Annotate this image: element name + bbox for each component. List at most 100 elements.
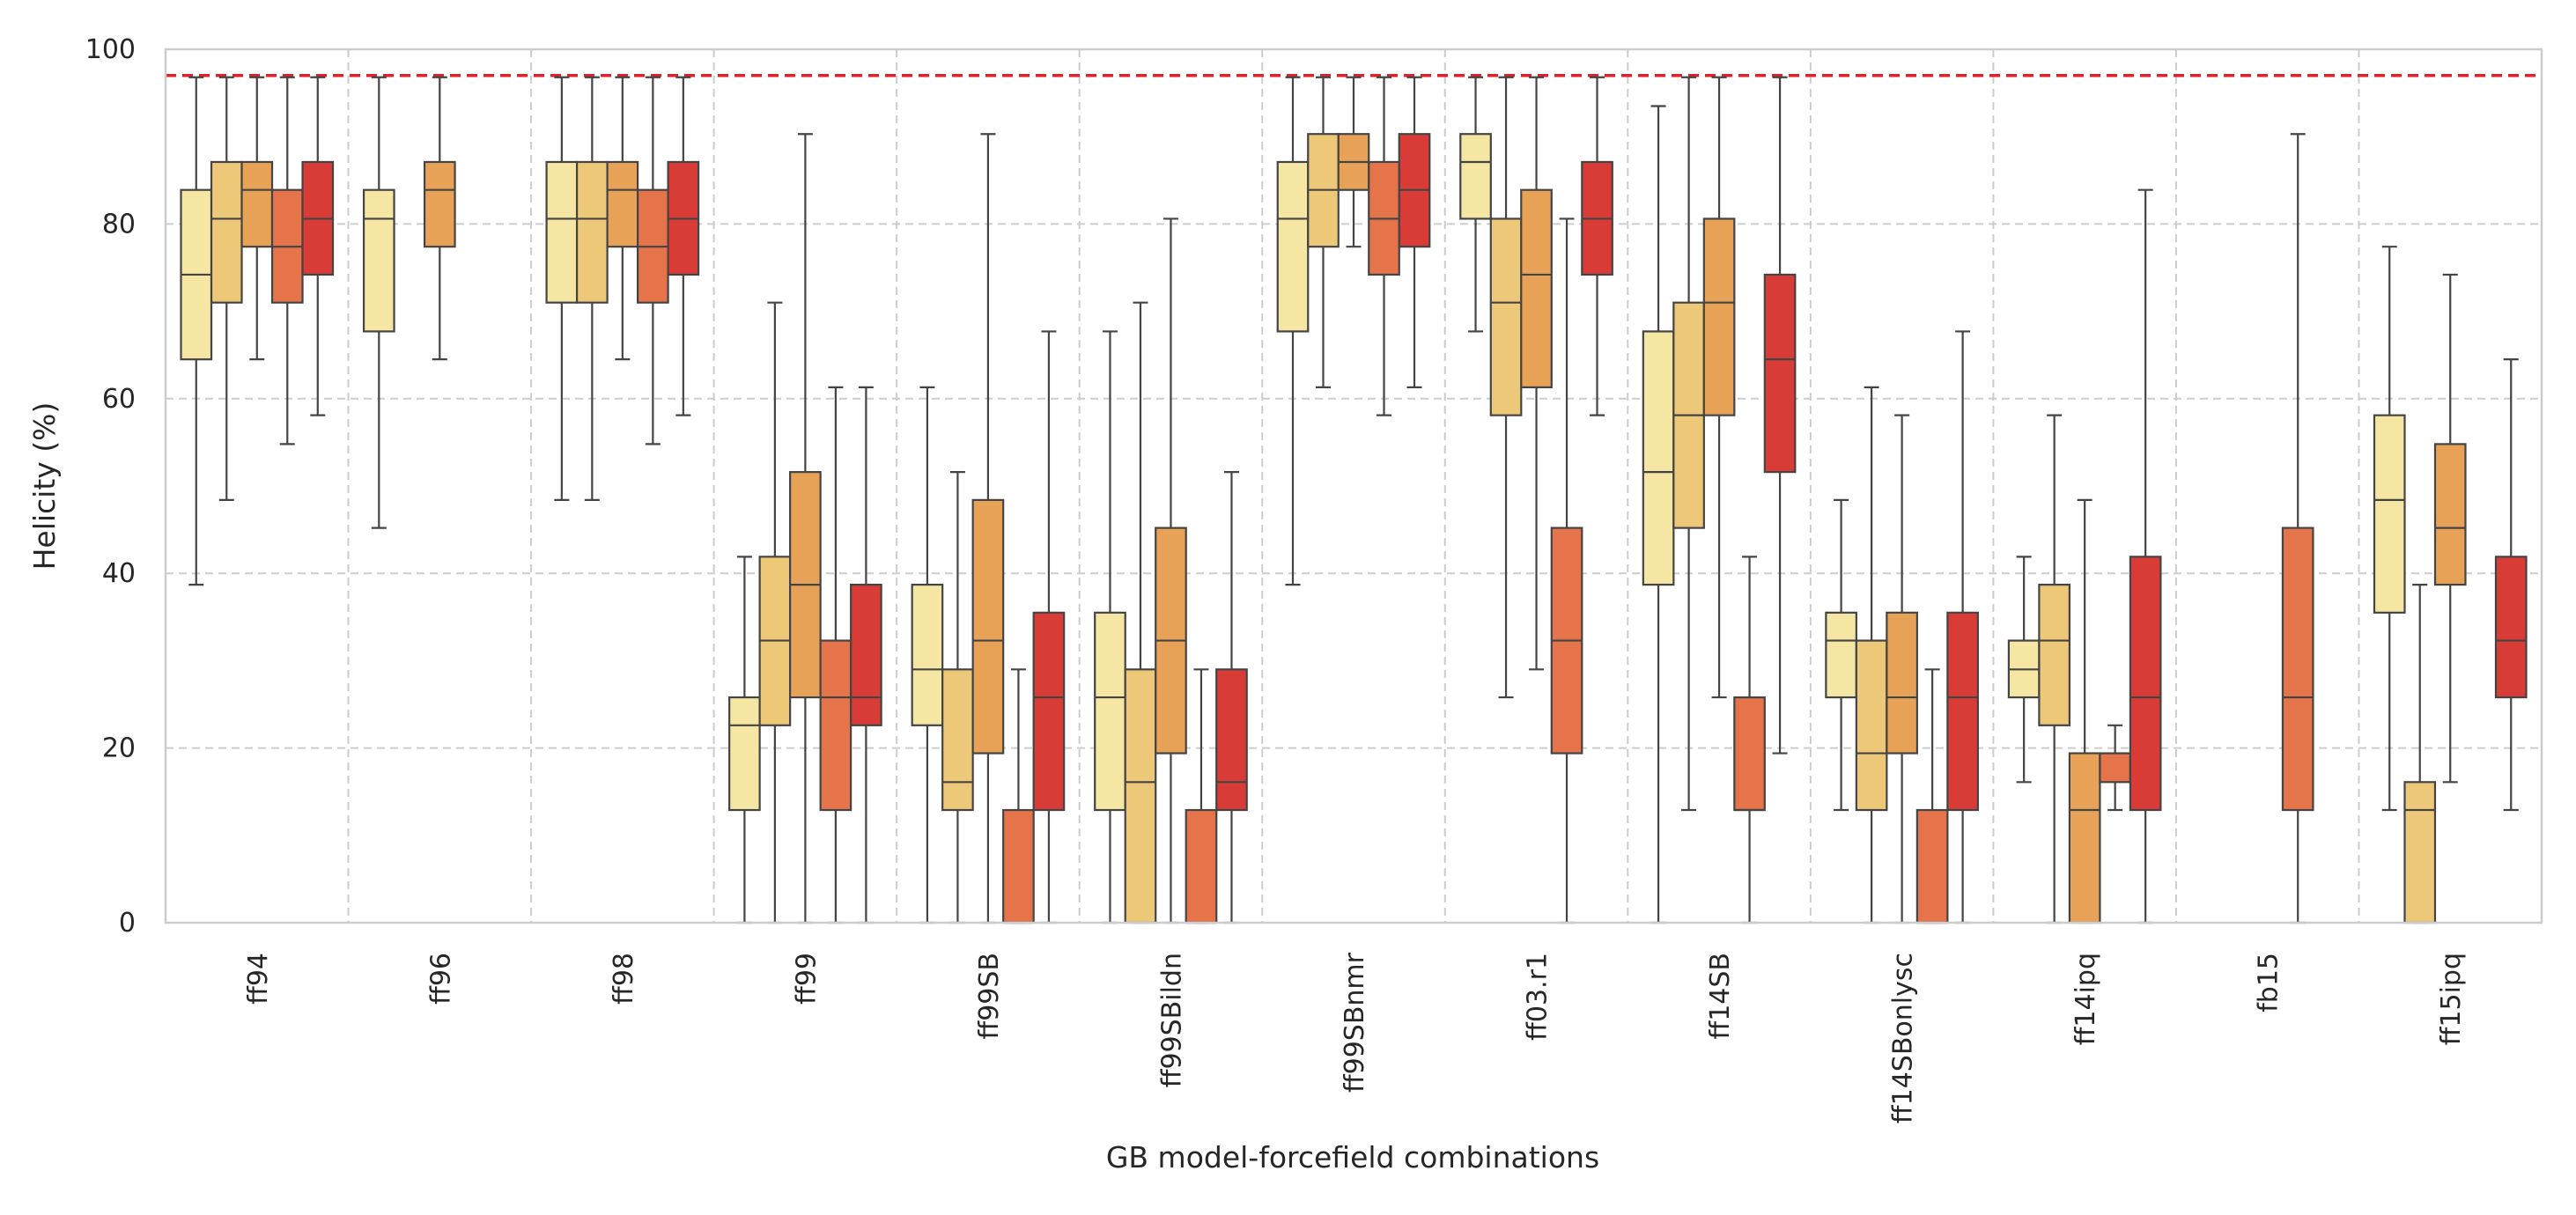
y-tick-label: 60 <box>102 384 136 415</box>
box-body <box>240 160 274 248</box>
box <box>2007 556 2041 784</box>
box-body <box>850 583 882 726</box>
x-tick-label: ff14SBonlysc <box>1888 953 1919 1123</box>
box <box>1094 330 1126 924</box>
box-body <box>1915 808 1949 924</box>
box-group-ff14ipq <box>2007 188 2162 924</box>
x-tick-label: ff94 <box>243 953 274 1005</box>
box <box>240 76 274 361</box>
box <box>2433 273 2467 784</box>
box <box>423 76 456 361</box>
box <box>210 76 243 501</box>
box-group-ff99SB <box>911 133 1066 924</box>
box-body <box>1520 188 1553 389</box>
x-tick-label: ff98 <box>609 953 639 1005</box>
box <box>1763 76 1797 755</box>
box-body <box>362 188 395 333</box>
box-body <box>1124 668 1157 924</box>
box <box>1915 668 1949 924</box>
x-axis-label: GB model-forcefield combinations <box>1106 1140 1599 1174</box>
box-group-ff99SBildn <box>1094 217 1248 924</box>
box-group-ff14SB <box>1642 76 1797 924</box>
box <box>1886 414 1918 924</box>
box <box>1124 301 1157 924</box>
box <box>1581 76 1613 416</box>
box <box>2494 358 2528 812</box>
box-body <box>1459 133 1492 220</box>
box-group-ff94 <box>180 76 335 586</box>
box <box>1550 217 1583 924</box>
box <box>1002 668 1035 924</box>
box-body <box>2099 752 2132 784</box>
box-body <box>210 160 243 304</box>
box-body <box>1185 808 1218 924</box>
x-tick-label: ff14SB <box>1705 953 1736 1039</box>
box <box>575 76 609 501</box>
box-group-ff14SBonlysc <box>1825 330 1979 924</box>
box-body <box>971 498 1005 755</box>
box-body <box>606 160 639 248</box>
box-body <box>2129 556 2162 812</box>
box <box>2403 583 2437 924</box>
box-body <box>911 583 944 726</box>
box <box>1642 105 1675 924</box>
box-body <box>2494 556 2528 699</box>
y-tick-labels: 0 20 40 60 80 100 <box>85 34 136 939</box>
box-body <box>1215 668 1248 812</box>
box-group-ff99SBnmr <box>1276 76 1431 586</box>
box <box>1032 330 1066 924</box>
box-body <box>1855 639 1888 812</box>
box <box>941 471 974 924</box>
box <box>758 301 792 924</box>
box <box>2038 414 2071 924</box>
box <box>1276 76 1310 586</box>
box <box>1459 76 1492 333</box>
box <box>180 76 213 586</box>
y-tick-label: 0 <box>119 908 136 939</box>
axes-frame <box>164 48 2543 924</box>
box-body <box>819 639 853 812</box>
box-body <box>1094 611 1126 812</box>
box <box>1520 76 1553 671</box>
box <box>2099 724 2132 812</box>
box-body <box>1002 808 1035 924</box>
box-body <box>423 160 456 248</box>
box <box>1368 76 1400 416</box>
box <box>1733 556 1766 924</box>
x-tick-label: ff96 <box>425 953 456 1005</box>
y-axis-label: Helicity (%) <box>27 402 62 571</box>
y-tick-label: 100 <box>85 34 136 65</box>
box <box>1215 471 1248 924</box>
box-body <box>1825 611 1857 699</box>
box-body <box>1489 217 1523 416</box>
box <box>728 556 761 924</box>
x-tick-label: ff99SBildn <box>1156 953 1187 1087</box>
box-body <box>728 696 761 812</box>
x-tick-label: ff99SBnmr <box>1340 952 1370 1093</box>
box-body <box>2068 752 2101 924</box>
y-tick-label: 20 <box>102 733 136 764</box>
box <box>1672 76 1705 812</box>
box <box>2129 188 2162 924</box>
box <box>545 76 579 501</box>
box-body <box>2433 443 2467 586</box>
box-body <box>1763 273 1797 474</box>
box <box>1946 330 1979 924</box>
box <box>1489 76 1523 699</box>
box <box>1185 668 1218 924</box>
box <box>1825 498 1857 812</box>
box-body <box>1946 611 1979 812</box>
x-tick-label: fb15 <box>2254 953 2284 1012</box>
box <box>636 76 669 446</box>
box-body <box>545 160 579 304</box>
box <box>911 386 944 924</box>
box <box>971 133 1005 924</box>
box <box>1307 76 1340 389</box>
x-tick-label: ff14ipq <box>2070 953 2101 1045</box>
box-body <box>2038 583 2071 726</box>
box-group-ff98 <box>545 76 700 501</box>
box-body <box>575 160 609 304</box>
x-tick-labels: ff94 ff96 ff98 ff99 ff99SB ff99SBildn ff99SBnm… <box>243 952 2467 1123</box>
grid-lines <box>166 49 2542 923</box>
